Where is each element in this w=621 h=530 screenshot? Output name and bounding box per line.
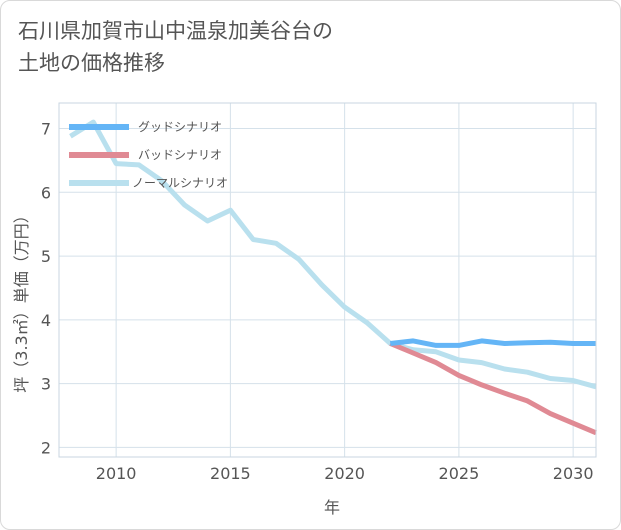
legend-label-2: ノーマルシナリオ [132, 176, 228, 190]
series-line-2 [69, 119, 597, 390]
x-tick-label: 2010 [96, 464, 137, 483]
y-tick-label: 6 [41, 183, 51, 202]
plot-area-background [59, 103, 596, 457]
y-tick-label: 5 [41, 247, 51, 266]
x-tick-label: 2025 [439, 464, 480, 483]
chart-title: 石川県加賀市山中温泉加美谷台の 土地の価格推移 [18, 15, 333, 79]
y-axis-label: 坪（3.3㎡）単価（万円） [12, 207, 31, 392]
series-line-0 [390, 338, 596, 348]
legend-label-0: グッドシナリオ [138, 120, 222, 134]
chart-title-line-1: 石川県加賀市山中温泉加美谷台の [18, 19, 333, 43]
series-line-1 [389, 341, 597, 436]
x-axis-label: 年 [324, 498, 340, 517]
x-tick-label: 2030 [553, 464, 594, 483]
y-tick-label: 4 [41, 311, 51, 330]
y-tick-label: 3 [41, 375, 51, 394]
y-tick-label: 2 [41, 438, 51, 457]
chart-title-line-2: 土地の価格推移 [18, 51, 165, 75]
plot-frame [58, 102, 597, 458]
x-tick-label: 2015 [210, 464, 251, 483]
series-lines [69, 119, 597, 436]
y-tick-label: 7 [41, 120, 51, 139]
x-tick-label: 2020 [324, 464, 365, 483]
legend-label-1: バッドシナリオ [138, 148, 222, 162]
axes: 2010 2015 2020 2025 2030 2 3 4 5 6 7 [41, 102, 597, 483]
